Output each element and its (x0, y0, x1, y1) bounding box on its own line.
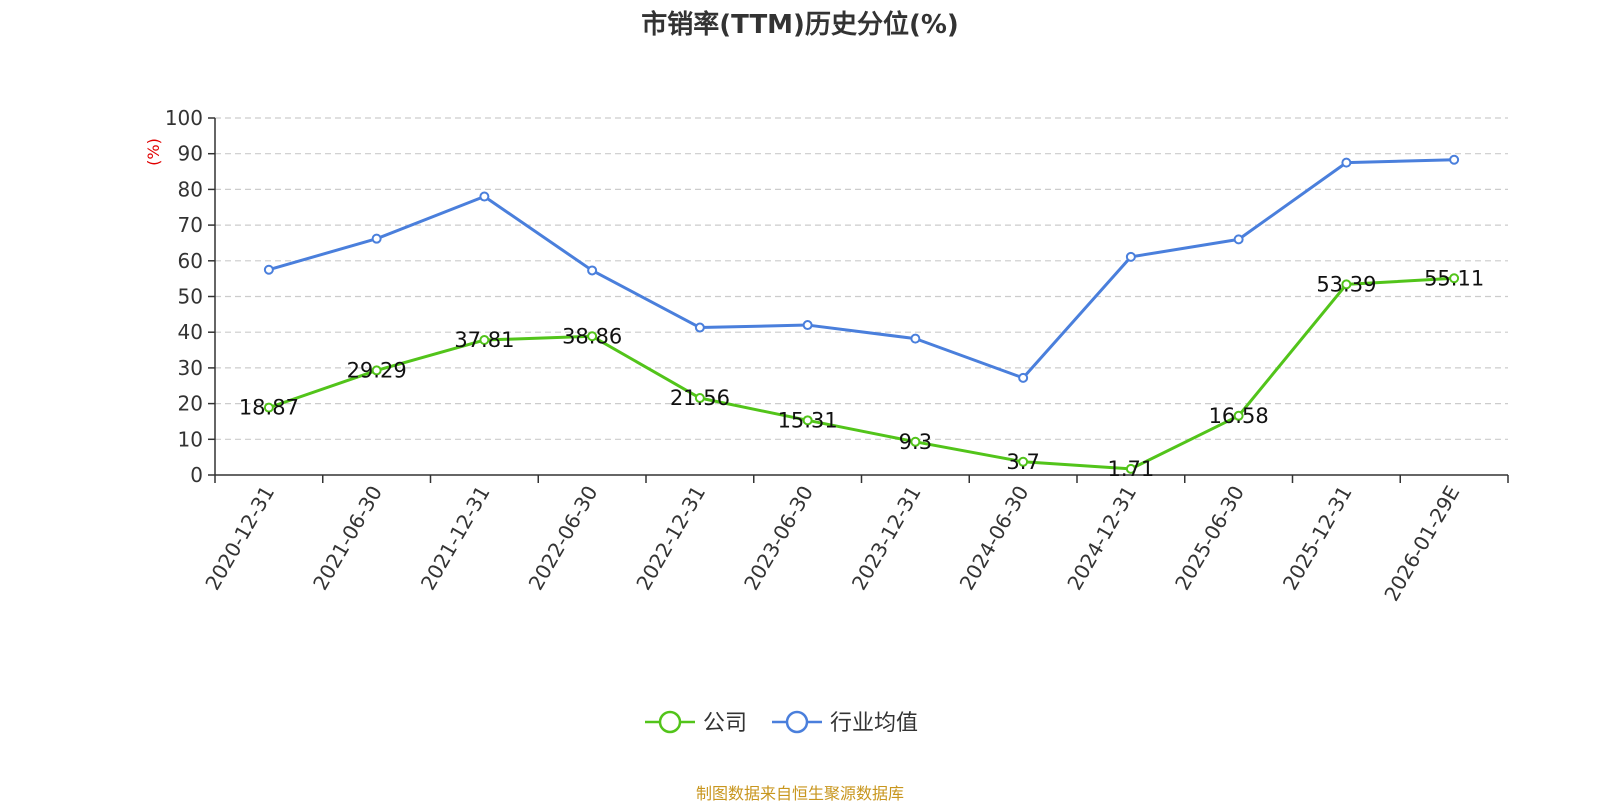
data-point (1449, 273, 1460, 284)
y-tick-label: 50 (178, 285, 203, 309)
x-tick-label: 2024-12-31 (1062, 482, 1141, 595)
x-tick-label: 2024-06-30 (955, 482, 1034, 595)
x-tick-label: 2023-12-31 (847, 482, 926, 595)
data-label: 38.86 (562, 324, 622, 348)
data-point (1449, 154, 1460, 165)
data-point (371, 233, 382, 244)
grid-lines (215, 117, 1508, 440)
data-point (1018, 456, 1029, 467)
series-lines (263, 154, 1460, 474)
data-point (694, 322, 705, 333)
data-label: 9.3 (899, 430, 932, 454)
data-point (1018, 372, 1029, 383)
legend-label: 行业均值 (830, 711, 918, 736)
y-tick-label: 90 (178, 142, 203, 166)
data-labels: 18.87 29.29 37.81 38.86 21.56 15.31 9.3 3.7 1.71… (239, 266, 1484, 481)
y-tick-label: 30 (178, 356, 203, 380)
y-tick-label: 0 (190, 463, 203, 487)
data-point (1125, 463, 1136, 474)
data-label: 16.58 (1209, 404, 1269, 428)
data-point (263, 402, 274, 413)
y-tick-label: 100 (165, 106, 203, 130)
data-label: 15.31 (778, 408, 838, 432)
legend-label: 公司 (703, 711, 747, 736)
y-tick-label: 20 (178, 392, 203, 416)
legend-marker (658, 710, 682, 734)
data-point (802, 415, 813, 426)
data-point (1233, 234, 1244, 245)
data-point (1341, 157, 1352, 168)
x-tick-label: 2025-12-31 (1278, 482, 1357, 595)
chart-title: 市销率(TTM)历史分位(%) (641, 10, 959, 40)
y-tick-label: 60 (178, 249, 203, 273)
data-label: 55.11 (1424, 266, 1484, 290)
data-point (479, 335, 490, 346)
data-point (587, 331, 598, 342)
data-point (1125, 251, 1136, 262)
x-tick-label: 2023-06-30 (739, 482, 818, 595)
data-point (802, 320, 813, 331)
data-point (694, 393, 705, 404)
y-tick-label: 80 (178, 177, 203, 201)
legend-item-0: 公司 (645, 710, 747, 736)
x-tick-label: 2021-06-30 (308, 482, 387, 595)
data-point (371, 365, 382, 376)
x-tick-label: 2022-12-31 (631, 482, 710, 595)
y-tick-label: 70 (178, 213, 203, 237)
data-label: 37.81 (454, 328, 514, 352)
data-point (1341, 279, 1352, 290)
data-label: 53.39 (1316, 272, 1376, 296)
x-tick-label: 2022-06-30 (524, 482, 603, 595)
x-tick-label: 2020-12-31 (200, 482, 279, 595)
data-label: 3.7 (1006, 450, 1039, 474)
data-point (479, 191, 490, 202)
y-axis-unit-label: (%) (144, 138, 163, 166)
y-tick-label: 10 (178, 427, 203, 451)
legend-marker (785, 710, 809, 734)
x-tick-label: 2021-12-31 (416, 482, 495, 595)
series-line-1 (268, 158, 1455, 380)
data-point (910, 333, 921, 344)
legend: 公司 行业均值 (645, 710, 918, 736)
series-line-0 (268, 276, 1455, 471)
data-label: 29.29 (347, 358, 407, 382)
x-tick-label: 2026-01-29E (1379, 482, 1464, 606)
data-point (1233, 410, 1244, 421)
data-label: 1.71 (1107, 457, 1154, 481)
data-label: 18.87 (239, 396, 299, 420)
data-label: 21.56 (670, 386, 730, 410)
source-note: 制图数据来自恒生聚源数据库 (695, 784, 904, 803)
axes: 0 10 20 30 40 50 60 70 80 90 100(%) 2020-12-31 2021-… (144, 106, 1509, 606)
y-tick-label: 40 (178, 320, 203, 344)
data-point (910, 436, 921, 447)
data-point (587, 265, 598, 276)
legend-item-1: 行业均值 (772, 710, 918, 736)
data-point (263, 264, 274, 275)
x-tick-label: 2025-06-30 (1170, 482, 1249, 595)
